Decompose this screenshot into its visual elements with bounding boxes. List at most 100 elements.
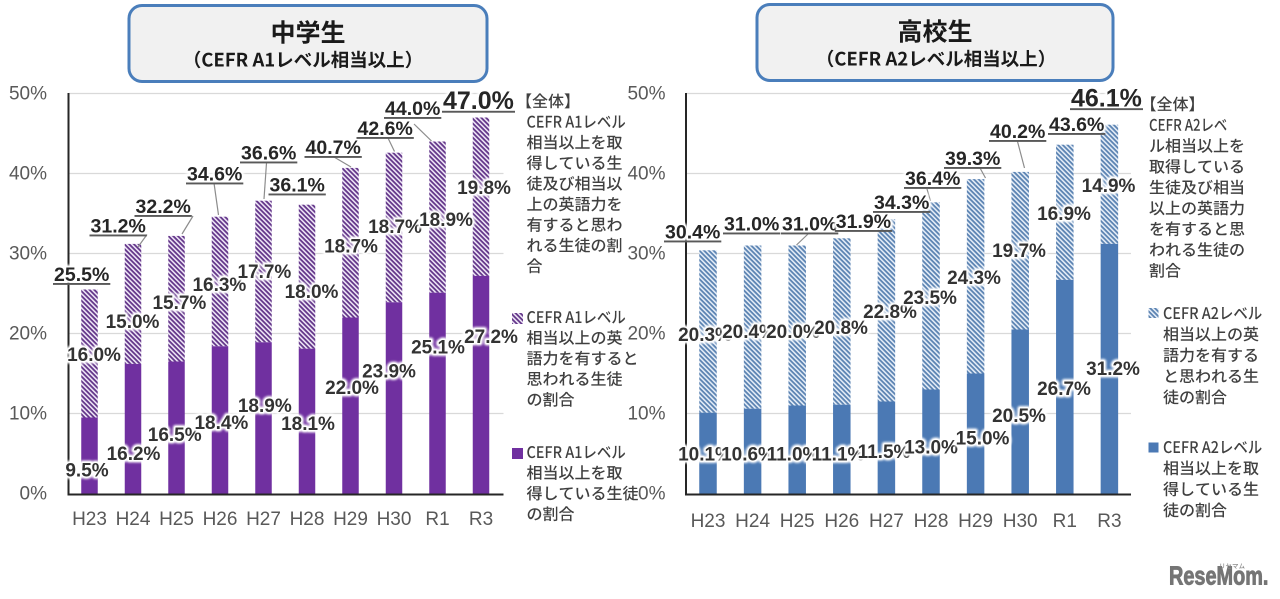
svg-text:36.1%: 36.1% xyxy=(270,175,325,197)
svg-text:15.0%: 15.0% xyxy=(106,312,160,333)
svg-text:H23: H23 xyxy=(72,509,107,530)
svg-text:20.8%: 20.8% xyxy=(814,318,868,339)
svg-text:18.9%: 18.9% xyxy=(419,210,473,231)
svg-text:22.8%: 22.8% xyxy=(863,302,917,323)
svg-text:18.0%: 18.0% xyxy=(285,282,339,303)
svg-text:H25: H25 xyxy=(159,509,194,530)
svg-text:19.7%: 19.7% xyxy=(992,241,1046,262)
svg-text:22.8%: 22.8% xyxy=(863,302,917,323)
svg-text:19.8%: 19.8% xyxy=(457,178,511,199)
svg-text:18.9%: 18.9% xyxy=(238,396,292,417)
svg-text:25.5%: 25.5% xyxy=(54,264,109,286)
svg-text:H24: H24 xyxy=(735,511,770,532)
svg-text:10.6%: 10.6% xyxy=(721,445,775,466)
svg-text:H28: H28 xyxy=(290,509,325,530)
svg-text:H26: H26 xyxy=(203,509,238,530)
svg-text:H27: H27 xyxy=(869,511,904,532)
svg-text:16.2%: 16.2% xyxy=(107,444,161,465)
svg-text:30%: 30% xyxy=(9,244,47,265)
svg-text:15.7%: 15.7% xyxy=(152,293,206,314)
svg-text:H23: H23 xyxy=(691,511,726,532)
svg-text:40.2%: 40.2% xyxy=(990,121,1045,143)
svg-text:31.2%: 31.2% xyxy=(1086,359,1140,380)
svg-text:R1: R1 xyxy=(1053,511,1077,532)
svg-text:20.8%: 20.8% xyxy=(814,318,868,339)
svg-text:13.0%: 13.0% xyxy=(904,437,958,458)
svg-text:10%: 10% xyxy=(627,404,665,425)
svg-text:25.1%: 25.1% xyxy=(411,337,465,358)
svg-text:11.5%: 11.5% xyxy=(858,442,911,463)
svg-text:13.0%: 13.0% xyxy=(904,437,958,458)
svg-text:40%: 40% xyxy=(9,164,47,185)
svg-text:25.1%: 25.1% xyxy=(411,337,465,358)
svg-text:R3: R3 xyxy=(469,509,493,530)
svg-text:20.5%: 20.5% xyxy=(992,406,1046,427)
svg-text:17.7%: 17.7% xyxy=(237,262,291,283)
svg-text:30.4%: 30.4% xyxy=(665,222,720,244)
svg-text:20.0%: 20.0% xyxy=(766,322,820,343)
svg-text:17.7%: 17.7% xyxy=(237,262,291,283)
svg-text:31.2%: 31.2% xyxy=(91,216,146,238)
svg-text:H29: H29 xyxy=(958,511,993,532)
svg-text:10.1%: 10.1% xyxy=(678,445,732,466)
svg-text:16.2%: 16.2% xyxy=(107,444,161,465)
svg-text:H27: H27 xyxy=(246,509,281,530)
svg-text:39.3%: 39.3% xyxy=(945,148,1000,170)
svg-text:14.9%: 14.9% xyxy=(1082,176,1136,197)
svg-text:H26: H26 xyxy=(824,511,859,532)
svg-text:10.1%: 10.1% xyxy=(678,445,732,466)
svg-text:14.9%: 14.9% xyxy=(1082,176,1136,197)
svg-text:16.5%: 16.5% xyxy=(148,425,202,446)
svg-text:10%: 10% xyxy=(9,404,47,425)
svg-text:R1: R1 xyxy=(425,509,449,530)
svg-text:20%: 20% xyxy=(627,324,665,345)
svg-text:22.0%: 22.0% xyxy=(325,378,379,399)
svg-text:26.7%: 26.7% xyxy=(1037,379,1091,400)
svg-text:18.9%: 18.9% xyxy=(419,210,473,231)
svg-text:27.2%: 27.2% xyxy=(464,327,518,348)
svg-text:31.0%: 31.0% xyxy=(724,214,779,236)
svg-text:31.9%: 31.9% xyxy=(836,211,891,233)
svg-text:H29: H29 xyxy=(333,509,368,530)
svg-text:23.5%: 23.5% xyxy=(903,288,957,309)
svg-text:H30: H30 xyxy=(377,509,412,530)
svg-text:11.1%: 11.1% xyxy=(812,445,865,466)
svg-text:36.4%: 36.4% xyxy=(905,168,960,190)
svg-text:11.0%: 11.0% xyxy=(767,445,820,466)
svg-text:18.7%: 18.7% xyxy=(368,217,422,238)
svg-text:44.0%: 44.0% xyxy=(385,98,440,120)
svg-text:15.0%: 15.0% xyxy=(956,428,1010,449)
svg-text:18.7%: 18.7% xyxy=(324,236,378,257)
svg-text:20.3%: 20.3% xyxy=(678,325,732,346)
svg-text:0%: 0% xyxy=(20,484,48,505)
svg-text:16.0%: 16.0% xyxy=(67,345,121,366)
svg-text:15.7%: 15.7% xyxy=(152,293,206,314)
svg-text:20.3%: 20.3% xyxy=(678,325,732,346)
svg-text:20.0%: 20.0% xyxy=(766,322,820,343)
svg-text:18.9%: 18.9% xyxy=(238,396,292,417)
svg-text:18.4%: 18.4% xyxy=(194,413,248,434)
svg-text:18.7%: 18.7% xyxy=(324,236,378,257)
svg-text:16.3%: 16.3% xyxy=(192,275,246,296)
svg-text:19.7%: 19.7% xyxy=(992,241,1046,262)
svg-text:ReseMom.: ReseMom. xyxy=(1169,561,1268,590)
svg-text:34.3%: 34.3% xyxy=(874,192,929,214)
svg-text:18.1%: 18.1% xyxy=(281,414,335,435)
svg-text:15.0%: 15.0% xyxy=(106,312,160,333)
svg-text:40.7%: 40.7% xyxy=(306,137,361,159)
svg-text:31.2%: 31.2% xyxy=(1086,359,1140,380)
svg-text:20.5%: 20.5% xyxy=(992,406,1046,427)
svg-text:15.0%: 15.0% xyxy=(956,428,1010,449)
svg-text:H30: H30 xyxy=(1003,511,1038,532)
svg-text:23.9%: 23.9% xyxy=(362,361,416,382)
svg-text:36.6%: 36.6% xyxy=(241,143,296,165)
svg-text:30%: 30% xyxy=(627,244,665,265)
svg-text:20.4%: 20.4% xyxy=(722,322,776,343)
svg-text:16.5%: 16.5% xyxy=(148,425,202,446)
svg-text:31.0%: 31.0% xyxy=(782,214,837,236)
svg-text:23.5%: 23.5% xyxy=(903,288,957,309)
svg-text:H28: H28 xyxy=(914,511,949,532)
svg-text:R3: R3 xyxy=(1097,511,1121,532)
svg-text:32.2%: 32.2% xyxy=(136,196,191,218)
svg-text:H24: H24 xyxy=(116,509,151,530)
